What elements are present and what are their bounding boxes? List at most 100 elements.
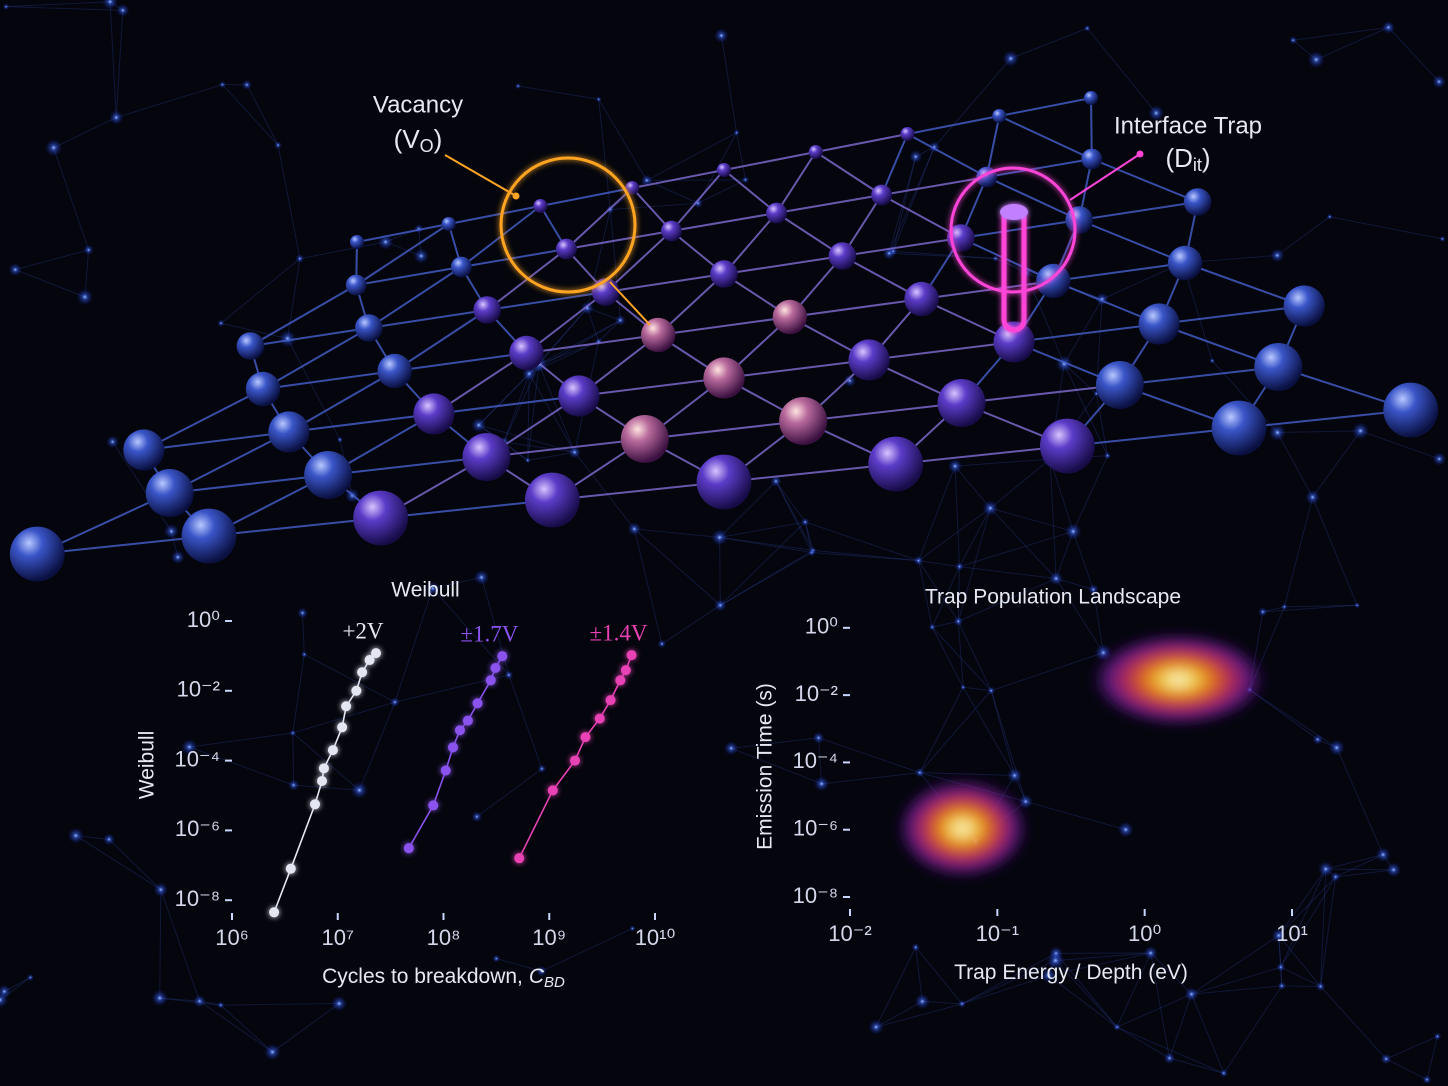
network-line — [963, 686, 992, 692]
bond — [776, 194, 882, 214]
network-line — [697, 179, 746, 204]
network-line — [1116, 952, 1152, 1028]
network-dot — [809, 546, 817, 554]
network-line — [222, 84, 279, 146]
bond — [723, 359, 870, 379]
network-line — [804, 521, 813, 553]
data-point — [580, 732, 591, 743]
network-dot — [1083, 24, 1091, 32]
bond — [1119, 366, 1279, 386]
network-line — [1116, 1026, 1225, 1074]
network-dot — [1433, 1032, 1442, 1041]
network-line — [875, 1003, 963, 1028]
bond — [775, 151, 817, 214]
chart-title: Weibull — [391, 579, 459, 602]
network-line — [1095, 393, 1109, 456]
network-line — [75, 835, 162, 891]
network-line — [432, 587, 510, 676]
network-line — [961, 974, 1049, 1005]
network-dot — [216, 1001, 225, 1009]
network-line — [394, 588, 434, 703]
network-dot — [1307, 50, 1325, 69]
bond — [37, 535, 210, 555]
network-line — [293, 784, 360, 791]
atom — [304, 451, 353, 499]
network-dot — [471, 417, 487, 433]
network-line — [888, 146, 935, 254]
network-line — [302, 612, 305, 655]
network-line — [220, 1003, 340, 1006]
network-dot — [296, 607, 309, 619]
x-axis-label: Trap Energy / Depth (eV) — [954, 961, 1188, 984]
atom — [779, 397, 828, 445]
network-dot — [713, 598, 727, 612]
data-point — [403, 843, 414, 854]
atom — [717, 163, 731, 177]
network-line — [199, 1000, 273, 1053]
network-line — [961, 960, 1056, 1005]
density-cluster — [1090, 632, 1268, 727]
network-line — [931, 626, 992, 691]
network-line — [933, 58, 1012, 148]
network-line — [1280, 868, 1327, 968]
atom — [1211, 400, 1267, 456]
network-dot — [1270, 248, 1285, 263]
atom — [1383, 382, 1439, 438]
network-line — [586, 209, 611, 309]
atom — [625, 181, 640, 195]
network-line — [730, 747, 822, 785]
network-dot — [389, 697, 400, 708]
atom — [533, 199, 548, 213]
network-line — [1426, 1036, 1438, 1080]
annotation-label: Interface Trap — [1114, 112, 1262, 139]
network-line — [6, 6, 123, 11]
network-line — [272, 1003, 340, 1053]
network-dot — [914, 767, 925, 778]
network-dot — [524, 457, 531, 464]
network-line — [1320, 986, 1387, 1060]
network-line — [804, 521, 814, 551]
atom — [703, 357, 745, 399]
network-line — [478, 424, 575, 453]
bond — [1158, 305, 1305, 325]
network-line — [1329, 216, 1443, 240]
network-line — [610, 202, 699, 211]
y-tick-label: 10⁻⁶ — [175, 816, 220, 841]
atom — [345, 274, 367, 296]
network-line — [1191, 935, 1280, 995]
atom — [661, 220, 682, 242]
bond — [907, 115, 1000, 135]
network-dot — [8, 262, 22, 277]
network-line — [1276, 216, 1331, 256]
network-dot — [287, 779, 300, 791]
network-dot — [1113, 1023, 1121, 1031]
data-point — [357, 667, 368, 678]
bond — [604, 230, 673, 293]
subscript: it — [1193, 155, 1202, 175]
atom — [236, 332, 265, 360]
atom — [1283, 285, 1325, 327]
network-line — [875, 1000, 923, 1028]
bond — [368, 309, 488, 329]
bond — [961, 384, 1121, 404]
bond — [356, 223, 449, 243]
network-dot — [263, 1043, 281, 1061]
atom — [462, 433, 511, 481]
symbol-close: ) — [434, 124, 443, 154]
bond — [380, 499, 553, 519]
network-line — [1150, 952, 1170, 1059]
network-dot — [801, 517, 810, 527]
bond — [1013, 323, 1160, 343]
bond — [815, 133, 908, 153]
x-axis-subscript: BD — [544, 974, 565, 991]
network-dot — [770, 475, 782, 487]
network-line — [1385, 1035, 1438, 1060]
network-line — [1168, 994, 1192, 1059]
network-line — [1063, 363, 1109, 456]
bond — [262, 370, 395, 390]
annotation-symbol: (Dit) — [1165, 143, 1210, 175]
network-line — [109, 1, 117, 118]
callout-lead — [609, 281, 651, 326]
network-dot — [218, 80, 226, 89]
network-line — [1360, 430, 1440, 460]
